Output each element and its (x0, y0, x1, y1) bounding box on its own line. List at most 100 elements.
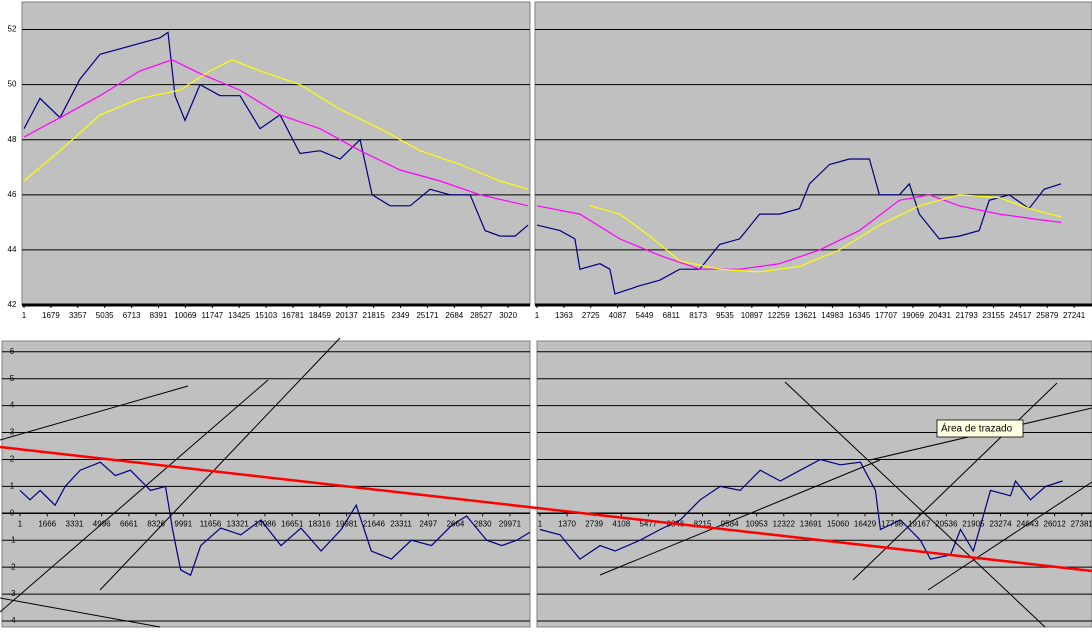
chart-panel: 1 1363 2725 4087 5449 6811 8173 9535 10897 12259 1… (534, 1, 1092, 320)
series-line (589, 194, 1062, 273)
x-tick-label: 25171 (416, 311, 439, 320)
y-tick-label: 3 (10, 428, 15, 437)
x-tick-label: 2739 (585, 519, 603, 528)
plot-area (21, 1, 531, 306)
x-tick-label: 23311 (390, 519, 412, 528)
x-tick-label: 21815 (363, 311, 386, 320)
plot-lines (23, 31, 529, 237)
x-tick-label: 1 (18, 519, 23, 528)
x-tick-label: 2725 (582, 311, 600, 320)
x-tick-label: 9535 (716, 311, 734, 320)
plot-area (534, 1, 1092, 306)
x-tick-label: 17798 (881, 519, 904, 528)
x-tick-label: 2684 (445, 311, 463, 320)
tooltip-box (936, 419, 1024, 438)
trend-line (0, 379, 269, 613)
x-tick-label: 21905 (962, 519, 985, 528)
x-tick-label: 9991 (174, 519, 192, 528)
trend-line (599, 459, 881, 576)
y-tick-label: -3 (8, 589, 16, 598)
x-tick-label: 21793 (956, 311, 979, 320)
x-tick-label: 12322 (773, 519, 796, 528)
x-tick-label: 4087 (609, 311, 627, 320)
trend-line (99, 337, 341, 591)
x-tick-label: 8326 (147, 519, 165, 528)
x-tick-label: 25879 (1036, 311, 1059, 320)
x-tick-label: 13321 (227, 519, 250, 528)
series-line (23, 59, 529, 207)
y-tick-label: 50 (8, 80, 17, 89)
x-tick-label: 11656 (200, 519, 222, 528)
x-tick-label: 28527 (470, 311, 493, 320)
x-tick-label: 8391 (150, 311, 168, 320)
y-tick-label: 52 (8, 25, 17, 34)
plot-lines (539, 458, 1063, 560)
x-tick-label: 2497 (419, 519, 437, 528)
x-tick-label: 18459 (309, 311, 332, 320)
x-tick-label: 6661 (120, 519, 138, 528)
y-tick-label: 46 (8, 190, 17, 199)
y-tick-label: 44 (8, 245, 17, 254)
x-tick-label: 20431 (929, 311, 952, 320)
y-tick-label: -2 (8, 562, 16, 571)
x-tick-label: 21646 (363, 519, 386, 528)
x-tick-label: 20137 (336, 311, 359, 320)
chart-panel: 42 44 46 48 50 52 1 1679 3357 5035 6713 8391 10069 11… (8, 1, 531, 320)
x-tick-label: 3331 (66, 519, 84, 528)
y-tick-label: 1 (10, 481, 15, 490)
x-tick-label: 9584 (721, 519, 739, 528)
x-tick-label: 1 (535, 311, 540, 320)
x-tick-label: 15103 (255, 311, 278, 320)
trend-line (784, 381, 1046, 628)
plot-area (536, 340, 1092, 628)
tooltip: Área de trazado (936, 419, 1024, 438)
x-tick-label: 1 (538, 519, 543, 528)
x-tick-label: 4108 (612, 519, 630, 528)
x-tick-label: 26012 (1044, 519, 1067, 528)
trend-line (0, 385, 189, 441)
x-tick-label: 1666 (38, 519, 56, 528)
x-tick-label: 3357 (69, 311, 87, 320)
y-tick-label: 42 (8, 300, 17, 309)
x-tick-label: 19167 (908, 519, 931, 528)
x-tick-label: 12259 (768, 311, 791, 320)
trend-line (927, 481, 1092, 591)
x-tick-label: 15060 (827, 519, 850, 528)
tooltip-text: Área de trazado (941, 422, 1013, 435)
x-tick-label: 8215 (694, 519, 712, 528)
y-tick-label: 48 (8, 135, 17, 144)
series-line (536, 194, 1062, 270)
x-tick-label: 5449 (636, 311, 654, 320)
x-tick-label: 6713 (123, 311, 141, 320)
x-tick-label: 13691 (800, 519, 823, 528)
x-tick-label: 2349 (392, 311, 410, 320)
x-tick-label: 18316 (308, 519, 331, 528)
x-tick-label: 8173 (689, 311, 707, 320)
x-tick-label: 11747 (201, 311, 223, 320)
x-tick-label: 1363 (555, 311, 573, 320)
x-tick-label: 10069 (174, 311, 197, 320)
x-tick-label: 29971 (499, 519, 522, 528)
x-tick-label: 20536 (935, 519, 958, 528)
x-tick-label: 14983 (821, 311, 844, 320)
x-tick-label: 17707 (875, 311, 898, 320)
y-tick-label: 4 (10, 401, 15, 410)
x-tick-label: 13425 (228, 311, 251, 320)
x-tick-label: 6811 (663, 311, 681, 320)
series-line (539, 458, 1063, 560)
y-tick-label: 6 (10, 347, 15, 356)
series-line (23, 31, 529, 237)
x-tick-label: 27241 (1063, 311, 1086, 320)
x-tick-label: 5477 (639, 519, 657, 528)
x-tick-label: 16345 (848, 311, 871, 320)
y-tick-label: -1 (8, 535, 16, 544)
x-tick-label: 13621 (794, 311, 817, 320)
x-tick-label: 1679 (42, 311, 60, 320)
series-line (536, 158, 1062, 295)
red-trend-line (0, 445, 1092, 573)
x-tick-label: 2664 (447, 519, 465, 528)
x-tick-label: 23155 (982, 311, 1005, 320)
x-tick-label: 16651 (281, 519, 304, 528)
y-tick-label: 5 (10, 374, 15, 383)
